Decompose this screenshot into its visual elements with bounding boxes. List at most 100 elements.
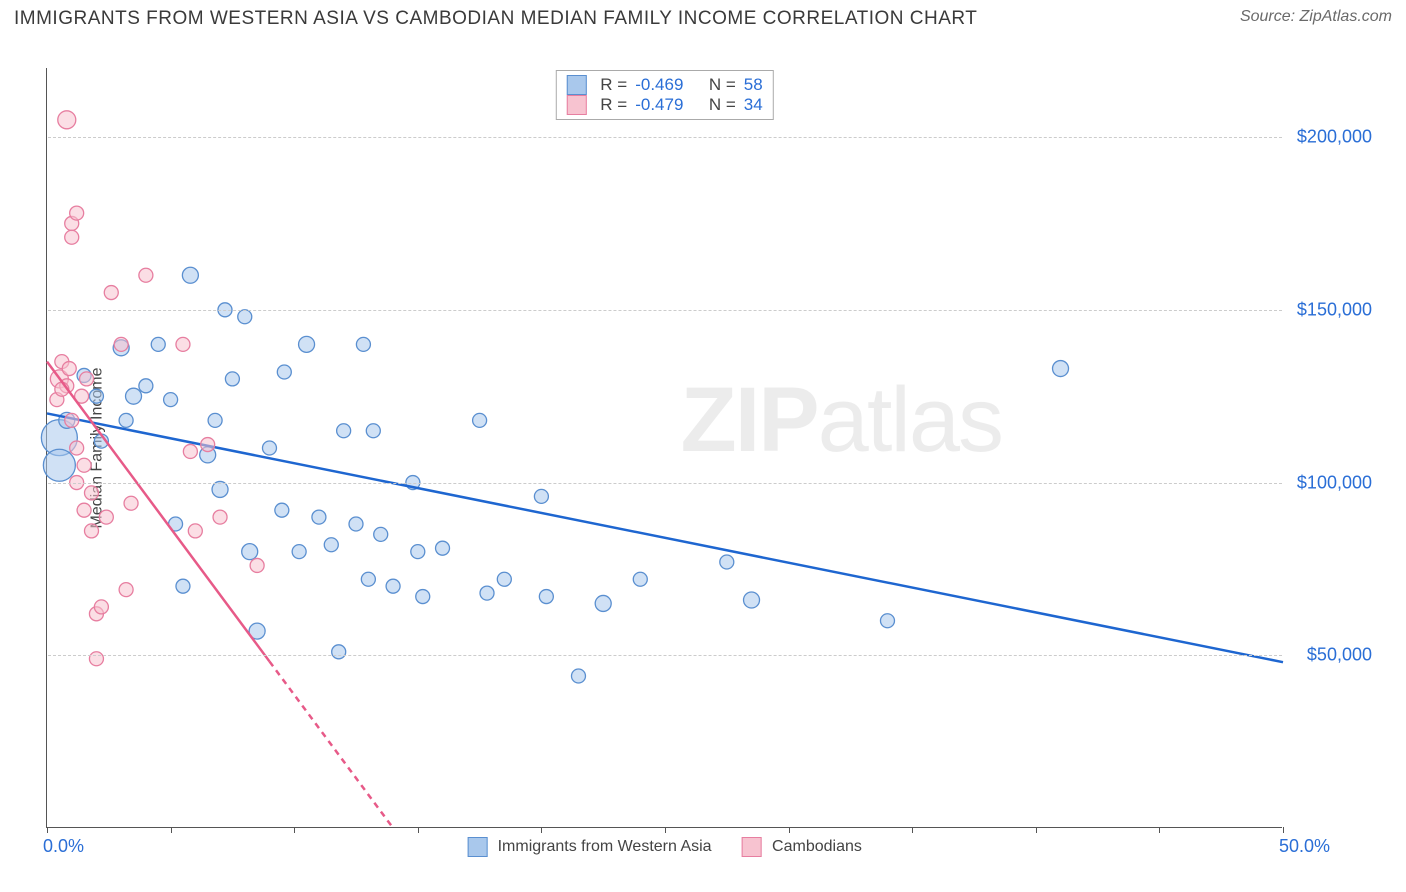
data-point bbox=[99, 510, 113, 524]
data-point bbox=[571, 669, 585, 683]
data-point bbox=[104, 286, 118, 300]
stat-row-0: R = -0.469 N = 58 bbox=[566, 75, 762, 95]
data-point bbox=[633, 572, 647, 586]
data-point bbox=[277, 365, 291, 379]
data-point bbox=[225, 372, 239, 386]
x-tick bbox=[541, 827, 542, 833]
data-point bbox=[62, 362, 76, 376]
y-tick-label: $100,000 bbox=[1297, 472, 1372, 493]
x-min-label: 0.0% bbox=[43, 836, 84, 857]
trend-line-dashed bbox=[269, 661, 393, 828]
data-point bbox=[242, 544, 258, 560]
data-point bbox=[436, 541, 450, 555]
data-point bbox=[250, 558, 264, 572]
bottom-legend: Immigrants from Western Asia Cambodians bbox=[467, 837, 862, 857]
data-point bbox=[1053, 361, 1069, 377]
chart-header: IMMIGRANTS FROM WESTERN ASIA VS CAMBODIA… bbox=[0, 0, 1406, 30]
x-max-label: 50.0% bbox=[1279, 836, 1330, 857]
data-point bbox=[70, 206, 84, 220]
data-point bbox=[366, 424, 380, 438]
data-point bbox=[77, 503, 91, 517]
data-point bbox=[386, 579, 400, 593]
stat-swatch-0 bbox=[566, 75, 586, 95]
x-tick bbox=[1036, 827, 1037, 833]
data-point bbox=[374, 527, 388, 541]
x-tick bbox=[47, 827, 48, 833]
data-point bbox=[70, 441, 84, 455]
data-point bbox=[43, 449, 75, 481]
data-point bbox=[534, 489, 548, 503]
x-tick bbox=[912, 827, 913, 833]
data-point bbox=[497, 572, 511, 586]
data-point bbox=[80, 372, 94, 386]
legend-label-0: Immigrants from Western Asia bbox=[498, 838, 712, 855]
data-point bbox=[201, 438, 215, 452]
data-point bbox=[539, 590, 553, 604]
y-tick-label: $150,000 bbox=[1297, 299, 1372, 320]
data-point bbox=[188, 524, 202, 538]
grid-line bbox=[48, 310, 1282, 311]
data-point bbox=[212, 481, 228, 497]
data-point bbox=[480, 586, 494, 600]
data-point bbox=[275, 503, 289, 517]
data-point bbox=[151, 337, 165, 351]
data-point bbox=[89, 389, 103, 403]
data-point bbox=[124, 496, 138, 510]
data-point bbox=[65, 230, 79, 244]
data-point bbox=[94, 600, 108, 614]
data-point bbox=[349, 517, 363, 531]
x-tick bbox=[1283, 827, 1284, 833]
data-point bbox=[213, 510, 227, 524]
x-tick bbox=[294, 827, 295, 833]
legend-item-1: Cambodians bbox=[742, 837, 862, 857]
chart-title: IMMIGRANTS FROM WESTERN ASIA VS CAMBODIA… bbox=[14, 8, 977, 30]
stat-R-label: R = bbox=[600, 75, 627, 95]
grid-line bbox=[48, 655, 1282, 656]
legend-swatch-1 bbox=[742, 837, 762, 857]
data-point bbox=[119, 583, 133, 597]
data-point bbox=[89, 652, 103, 666]
y-tick-label: $50,000 bbox=[1307, 645, 1372, 666]
stat-legend: R = -0.469 N = 58 R = -0.479 N = 34 bbox=[555, 70, 773, 120]
data-point bbox=[119, 413, 133, 427]
stat-N-label: N = bbox=[709, 75, 736, 95]
data-point bbox=[114, 337, 128, 351]
data-point bbox=[84, 486, 98, 500]
data-point bbox=[361, 572, 375, 586]
trend-line bbox=[47, 413, 1283, 662]
y-tick-label: $200,000 bbox=[1297, 127, 1372, 148]
data-point bbox=[176, 579, 190, 593]
stat-row-1: R = -0.479 N = 34 bbox=[566, 95, 762, 115]
legend-label-1: Cambodians bbox=[772, 838, 862, 855]
legend-swatch-0 bbox=[467, 837, 487, 857]
x-tick bbox=[171, 827, 172, 833]
source-label: Source: bbox=[1240, 8, 1300, 25]
correlation-chart: Median Family Income ZIPatlas R = -0.469… bbox=[46, 68, 1378, 828]
data-point bbox=[292, 545, 306, 559]
plot-area: Median Family Income ZIPatlas R = -0.469… bbox=[46, 68, 1282, 828]
grid-line bbox=[48, 483, 1282, 484]
source-attribution: Source: ZipAtlas.com bbox=[1240, 8, 1392, 26]
data-point bbox=[299, 336, 315, 352]
data-point bbox=[312, 510, 326, 524]
stat-N-label: N = bbox=[709, 95, 736, 115]
data-point bbox=[337, 424, 351, 438]
x-tick bbox=[1159, 827, 1160, 833]
data-point bbox=[324, 538, 338, 552]
stat-R-1: -0.479 bbox=[635, 95, 683, 115]
x-tick bbox=[418, 827, 419, 833]
chart-svg bbox=[47, 68, 1282, 827]
source-value: ZipAtlas.com bbox=[1300, 8, 1392, 25]
stat-swatch-1 bbox=[566, 95, 586, 115]
data-point bbox=[139, 268, 153, 282]
data-point bbox=[262, 441, 276, 455]
data-point bbox=[356, 337, 370, 351]
data-point bbox=[416, 590, 430, 604]
x-tick bbox=[665, 827, 666, 833]
data-point bbox=[744, 592, 760, 608]
data-point bbox=[176, 337, 190, 351]
grid-line bbox=[48, 137, 1282, 138]
data-point bbox=[182, 267, 198, 283]
stat-N-0: 58 bbox=[744, 75, 763, 95]
stat-R-0: -0.469 bbox=[635, 75, 683, 95]
